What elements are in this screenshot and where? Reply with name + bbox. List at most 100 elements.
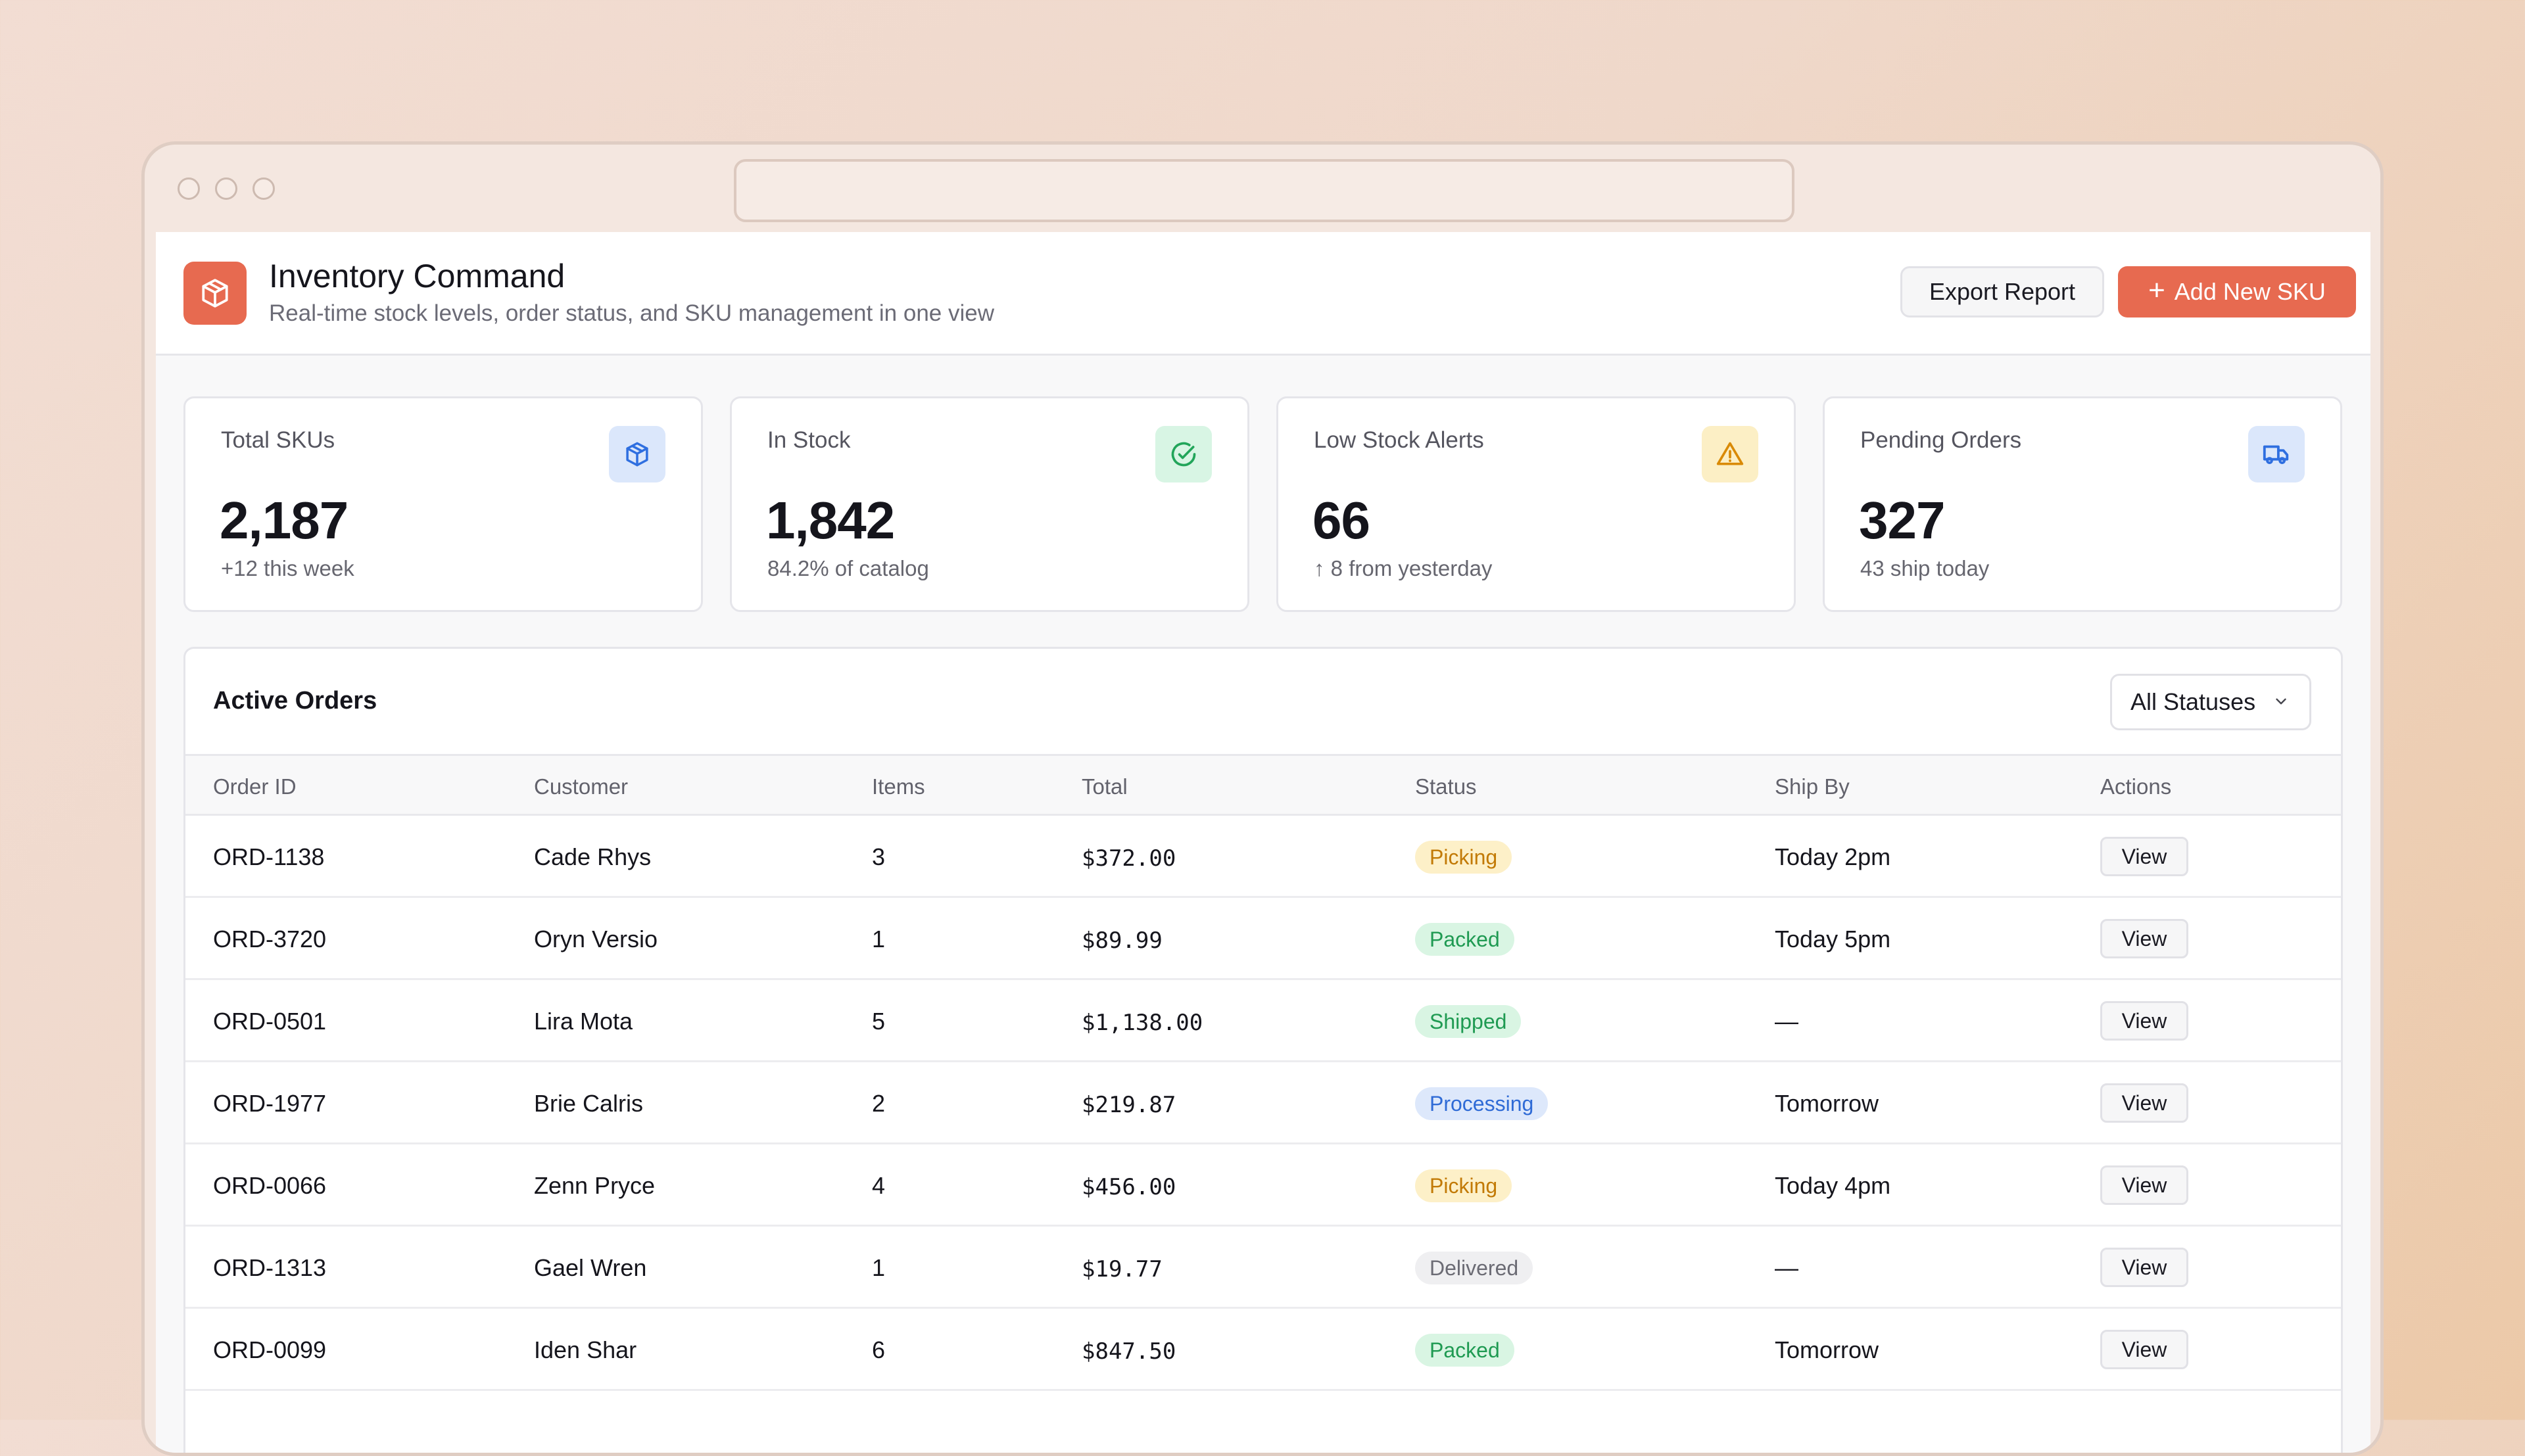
total-cell: $847.50 [1082, 1338, 1176, 1365]
add-new-sku-button[interactable]: + Add New SKU [2118, 266, 2356, 317]
stat-value: 2,187 [220, 491, 349, 550]
order-id-cell: ORD-3720 [213, 926, 327, 952]
stat-card-low-stock: Low Stock Alerts 66 ↑ 8 from yesterday [1276, 396, 1796, 612]
page-subtitle: Real-time stock levels, order status, an… [269, 300, 995, 326]
table-row[interactable]: ORD-0501 Lira Mota 5 $1,138.00 — Shipped View [185, 980, 2341, 1062]
column-header-total[interactable]: Total [1082, 774, 1128, 799]
stat-label: Pending Orders [1860, 427, 2022, 453]
app-header: Inventory Command Real-time stock levels… [156, 232, 2370, 356]
order-id-cell: ORD-0066 [213, 1172, 327, 1199]
stat-sub: 43 ship today [1860, 556, 1990, 580]
ship-by-cell: Today 5pm [1775, 926, 1891, 952]
total-cell: $372.00 [1082, 845, 1176, 872]
ship-by-cell: Today 4pm [1775, 1172, 1891, 1199]
status-badge: Processing [1415, 1087, 1549, 1120]
truck-icon [2248, 426, 2305, 482]
customer-cell: Oryn Versio [534, 926, 658, 952]
column-header-actions: Actions [2100, 774, 2172, 799]
items-cell: 3 [872, 843, 886, 870]
ship-by-cell: — [1775, 1254, 1798, 1281]
check-circle-icon [1155, 426, 1212, 482]
window-close-dot[interactable] [178, 177, 200, 200]
view-order-button[interactable]: View [2100, 837, 2188, 876]
stat-label: Low Stock Alerts [1314, 427, 1484, 453]
stat-card-in-stock: In Stock 1,842 84.2% of catalog [730, 396, 1249, 612]
total-cell: $219.87 [1082, 1092, 1176, 1118]
status-badge: Packed [1415, 923, 1514, 956]
customer-cell: Gael Wren [534, 1254, 647, 1281]
total-cell: $19.77 [1082, 1256, 1163, 1282]
ship-by-cell: Today 2pm [1775, 843, 1891, 870]
browser-window: Inventory Command Real-time stock levels… [141, 141, 2384, 1456]
customer-cell: Cade Rhys [534, 843, 652, 870]
window-minimize-dot[interactable] [215, 177, 237, 200]
address-bar[interactable] [734, 159, 1794, 222]
app-content: Inventory Command Real-time stock levels… [156, 232, 2370, 1453]
stat-sub: +12 this week [221, 556, 354, 580]
items-cell: 1 [872, 926, 886, 952]
view-order-button[interactable]: View [2100, 1248, 2188, 1287]
view-order-button[interactable]: View [2100, 1165, 2188, 1205]
items-cell: 5 [872, 1008, 886, 1035]
items-cell: 6 [872, 1336, 886, 1363]
table-row[interactable]: ORD-1313 Gael Wren 1 $19.77 — Delivered View [185, 1227, 2341, 1309]
table-row[interactable]: ORD-3720 Oryn Versio 1 $89.99 Today 5pm Packe… [185, 898, 2341, 980]
package-icon [609, 426, 665, 482]
ship-by-cell: Tomorrow [1775, 1090, 1879, 1117]
column-header-ship-by[interactable]: Ship By [1775, 774, 1850, 799]
stat-card-total-skus: Total SKUs 2,187 +12 this week [183, 396, 703, 612]
status-badge: Packed [1415, 1334, 1514, 1367]
stat-label: In Stock [767, 427, 851, 453]
status-filter-select[interactable]: All Statuses [2110, 674, 2311, 730]
window-titlebar [145, 145, 2380, 230]
status-badge: Shipped [1415, 1005, 1522, 1038]
status-badge: Picking [1415, 841, 1512, 874]
order-id-cell: ORD-0099 [213, 1336, 327, 1363]
export-report-button[interactable]: Export Report [1900, 266, 2104, 317]
items-cell: 4 [872, 1172, 886, 1199]
view-order-button[interactable]: View [2100, 1001, 2188, 1041]
column-header-order-id[interactable]: Order ID [213, 774, 297, 799]
column-header-items[interactable]: Items [872, 774, 925, 799]
items-cell: 2 [872, 1090, 886, 1117]
stat-sub: 84.2% of catalog [767, 556, 929, 580]
status-badge: Picking [1415, 1169, 1512, 1202]
plus-icon: + [2148, 274, 2165, 306]
column-header-status[interactable]: Status [1415, 774, 1477, 799]
stat-sub: ↑ 8 from yesterday [1314, 556, 1493, 580]
table-row[interactable]: ORD-1977 Brie Calris 2 $219.87 Tomorrow Proce… [185, 1062, 2341, 1144]
customer-cell: Iden Shar [534, 1336, 637, 1363]
status-filter-label: All Statuses [2130, 688, 2256, 715]
total-cell: $89.99 [1082, 928, 1163, 954]
customer-cell: Brie Calris [534, 1090, 644, 1117]
status-badge: Delivered [1415, 1252, 1533, 1284]
stat-value: 1,842 [766, 491, 895, 550]
active-orders-table: Active Orders All Statuses Order ID Cust… [183, 647, 2343, 1453]
window-maximize-dot[interactable] [252, 177, 275, 200]
view-order-button[interactable]: View [2100, 1083, 2188, 1123]
stat-label: Total SKUs [221, 427, 335, 453]
table-title: Active Orders [213, 687, 377, 715]
add-new-sku-label: Add New SKU [2174, 278, 2326, 305]
table-header: Order ID Customer Items Total Status Shi… [185, 754, 2341, 816]
items-cell: 1 [872, 1254, 886, 1281]
order-id-cell: ORD-0501 [213, 1008, 327, 1035]
table-row[interactable]: ORD-1138 Cade Rhys 3 $372.00 Today 2pm Pickin… [185, 816, 2341, 898]
ship-by-cell: — [1775, 1008, 1798, 1035]
order-id-cell: ORD-1138 [213, 843, 325, 870]
stat-card-pending-orders: Pending Orders 327 43 ship today [1823, 396, 2342, 612]
package-icon [183, 262, 247, 325]
order-id-cell: ORD-1977 [213, 1090, 327, 1117]
order-id-cell: ORD-1313 [213, 1254, 327, 1281]
table-row[interactable]: ORD-0066 Zenn Pryce 4 $456.00 Today 4pm Picki… [185, 1144, 2341, 1227]
view-order-button[interactable]: View [2100, 919, 2188, 958]
total-cell: $456.00 [1082, 1174, 1176, 1200]
view-order-button[interactable]: View [2100, 1330, 2188, 1369]
stat-value: 327 [1859, 491, 1945, 550]
column-header-customer[interactable]: Customer [534, 774, 629, 799]
customer-cell: Lira Mota [534, 1008, 633, 1035]
chevron-down-icon [2272, 688, 2290, 716]
table-row[interactable]: ORD-0099 Iden Shar 6 $847.50 Tomorrow Packed V… [185, 1309, 2341, 1391]
total-cell: $1,138.00 [1082, 1010, 1203, 1036]
page-title: Inventory Command [269, 258, 565, 294]
